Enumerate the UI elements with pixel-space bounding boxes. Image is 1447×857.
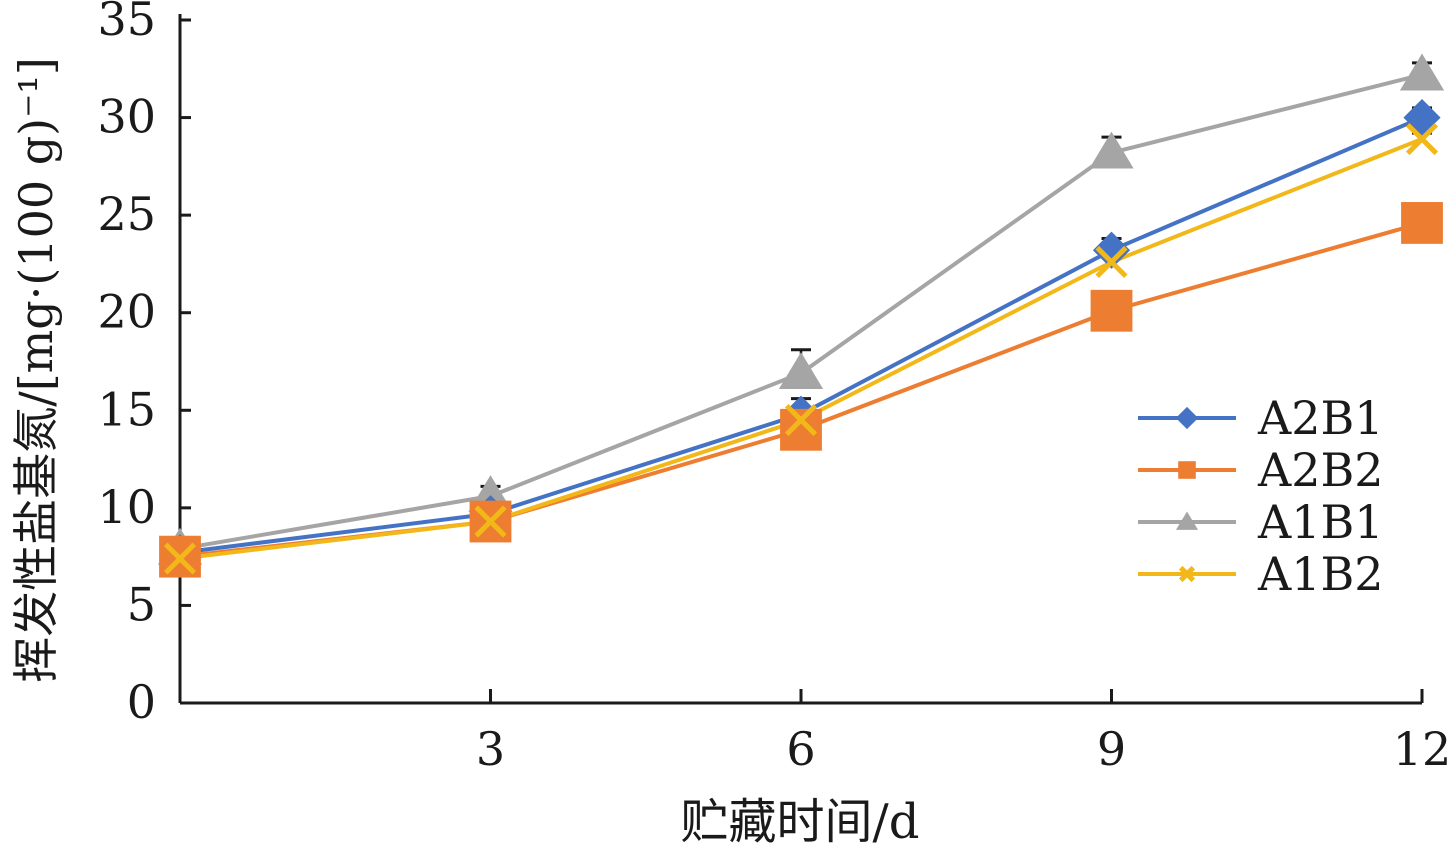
x-tick-label: 6	[786, 722, 815, 776]
y-tick-label: 0	[127, 675, 156, 729]
x-tick-label: 9	[1097, 722, 1126, 776]
axes: 0 5 10 15 20 25 30 35 3 6 9 12	[97, 0, 1447, 776]
data-point	[1401, 202, 1443, 244]
data-point	[1175, 406, 1199, 430]
data-point	[474, 505, 507, 538]
y-tick-label: 35	[97, 0, 156, 46]
data-point	[780, 408, 822, 451]
series-line	[179, 72, 1423, 551]
data-point	[1175, 511, 1199, 530]
y-tick-label: 25	[97, 187, 156, 241]
error-bars	[170, 61, 1432, 559]
x-tick-label: 3	[476, 722, 505, 776]
data-point	[784, 403, 818, 437]
data-point	[1399, 53, 1445, 91]
data-point	[1089, 131, 1134, 169]
y-axis-title: 挥发性盐基氮/[mg·(100 g)⁻¹]	[9, 57, 63, 683]
data-point	[1178, 565, 1196, 583]
series-markers	[157, 53, 1445, 578]
y-tick-label: 20	[97, 285, 156, 339]
legend-label: A1B2	[1257, 547, 1384, 601]
data-point	[1092, 231, 1131, 269]
data-point	[163, 542, 197, 575]
data-point	[778, 352, 824, 390]
legend-label: A1B1	[1257, 495, 1384, 549]
data-point	[1405, 122, 1439, 156]
x-axis-title: 贮藏时间/d	[681, 794, 920, 850]
x-tick-label: 12	[1393, 722, 1447, 776]
y-tick-label: 10	[97, 480, 156, 534]
data-point	[1095, 245, 1128, 279]
data-point	[1403, 98, 1441, 137]
y-tick-label: 15	[97, 382, 156, 436]
series-line	[179, 221, 1423, 559]
series-line	[179, 115, 1423, 555]
y-tick-label: 5	[127, 577, 156, 631]
data-point	[1090, 289, 1133, 332]
series-lines	[179, 72, 1423, 561]
legend-label: A2B2	[1257, 443, 1384, 497]
data-point	[1178, 461, 1196, 479]
legend-label: A2B1	[1257, 391, 1384, 445]
y-tick-label: 30	[97, 90, 156, 144]
